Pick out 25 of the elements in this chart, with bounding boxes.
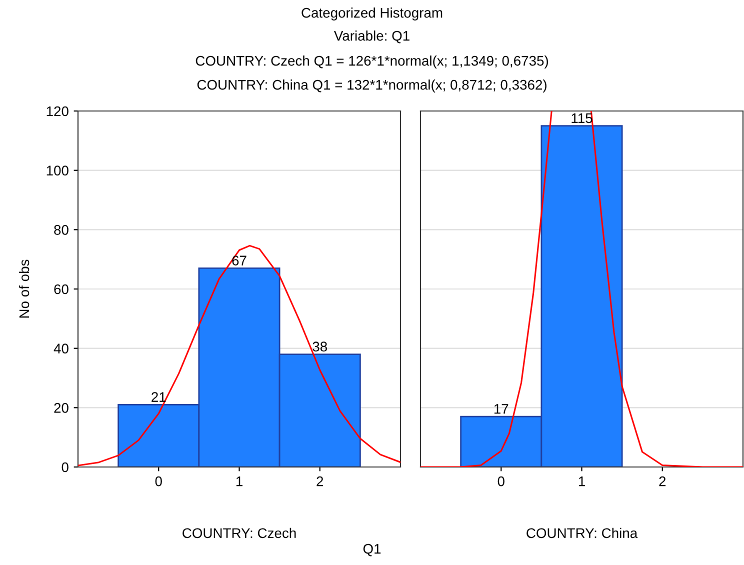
y-tick-label: 20	[54, 403, 68, 413]
y-tick-label: 100	[46, 166, 68, 176]
data-label: 38	[312, 342, 327, 352]
x-axis-title: COUNTRY: Czech	[182, 528, 296, 538]
y-tick-label: 80	[54, 225, 68, 235]
y-tick-label: 60	[54, 284, 68, 294]
x-tick-label: 0	[155, 476, 162, 486]
data-label: 17	[494, 404, 508, 414]
x-tick-label: 2	[659, 476, 666, 486]
y-tick-label: 40	[54, 344, 68, 354]
y-tick-label: 120	[46, 106, 68, 116]
y-axis-title: No of obs	[18, 260, 30, 318]
x-axis-title: COUNTRY: China	[526, 528, 638, 538]
text: COUNTRY: China Q1 = 132*1*normal(x; 0,8712; 0,3362)	[197, 80, 546, 92]
x-tick-label: 2	[316, 476, 324, 486]
chart-title: Categorized Histogram	[302, 8, 442, 20]
data-label: 21	[152, 392, 166, 402]
y-tick-label: 0	[62, 462, 68, 472]
x-tick-label: 0	[498, 476, 504, 486]
data-label: 67	[232, 256, 246, 266]
x-tick-label: 1	[578, 476, 585, 486]
text: COUNTRY: Czech Q1 = 126*1*normal(x; 1,1349; 0,6735)	[196, 56, 548, 68]
x-tick-label: 1	[236, 476, 242, 486]
chart-subtitle: Variable: Q1	[334, 30, 410, 44]
text: Q1	[363, 544, 381, 556]
